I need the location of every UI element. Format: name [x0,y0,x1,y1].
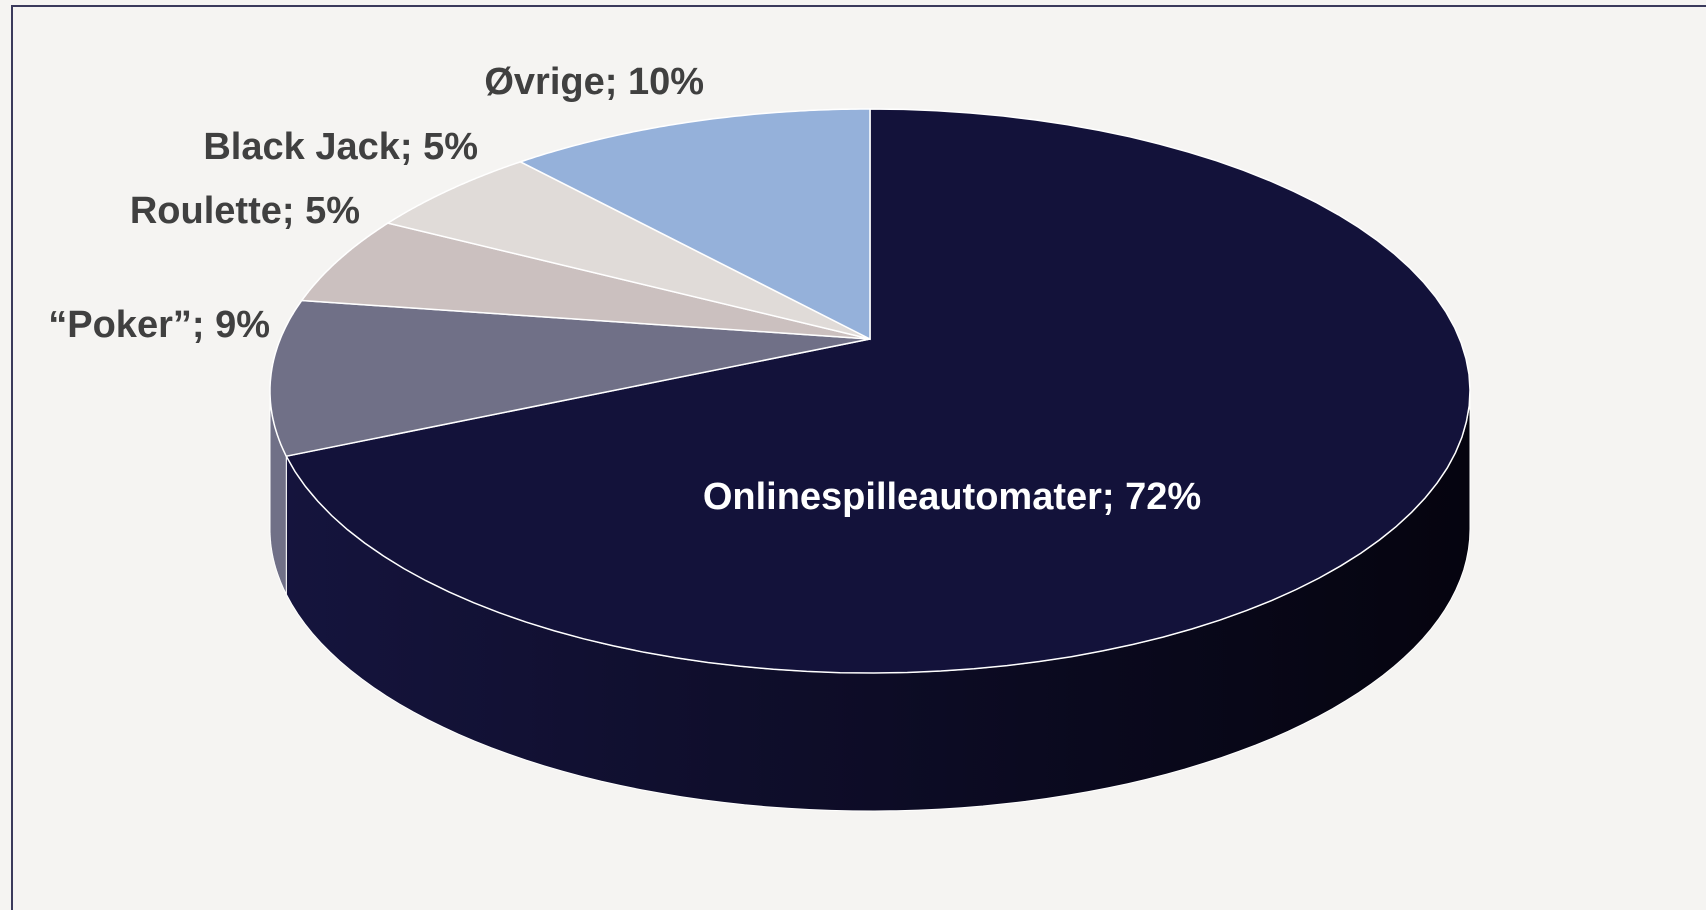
pie-slice [285,108,1471,674]
pie-slice [300,222,871,340]
pie-tops [269,108,1471,674]
data-label: “Poker”; 9% [48,304,270,346]
data-label: Onlinespilleautomater; 72% [703,476,1201,518]
pie-labels: Onlinespilleautomater; 72% “Poker”; 9% Rou… [48,61,1201,518]
pie-slice [518,108,871,341]
pie-slice [386,160,871,340]
data-label: Roulette; 5% [130,190,360,232]
data-label: Øvrige; 10% [484,61,704,103]
pie-slice [269,299,871,458]
data-label: Black Jack; 5% [203,126,478,168]
